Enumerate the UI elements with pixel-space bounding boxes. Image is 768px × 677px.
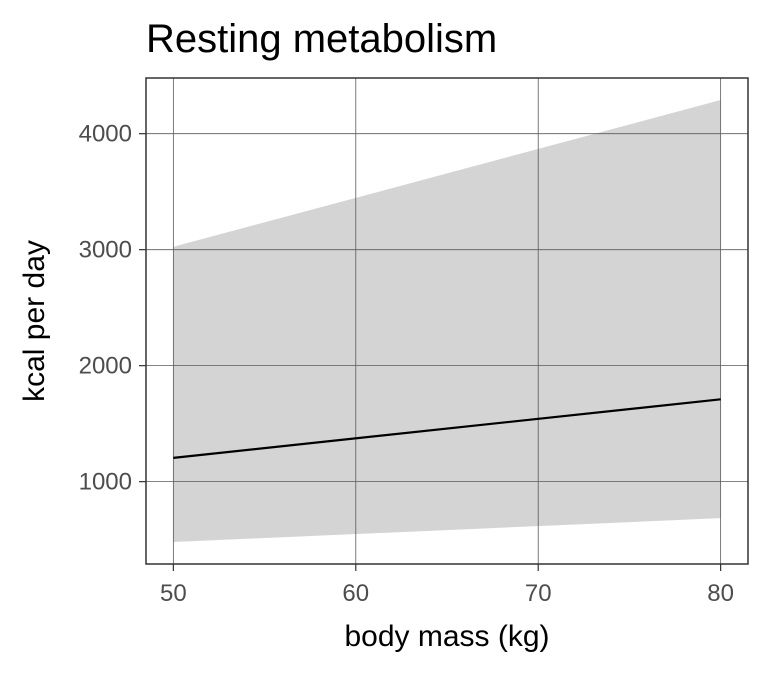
fit-line <box>173 398 721 459</box>
plot-panel <box>145 77 749 565</box>
x-axis: 50 60 70 80 <box>160 564 734 607</box>
y-axis: 1000 2000 3000 4000 <box>79 121 146 496</box>
x-tick-label-80: 80 <box>707 580 734 607</box>
chart-title: Resting metabolism <box>146 17 497 61</box>
y-tick-label-1000: 1000 <box>79 469 132 496</box>
panel-border <box>145 77 749 565</box>
x-axis-title: body mass (kg) <box>344 620 549 653</box>
grid-y <box>146 133 748 483</box>
confidence-band <box>173 100 721 542</box>
y-axis-title: kcal per day <box>18 240 51 402</box>
y-tick-label-3000: 3000 <box>79 237 132 264</box>
x-tick-label-60: 60 <box>342 580 369 607</box>
y-tick-label-2000: 2000 <box>79 353 132 380</box>
grid-x <box>172 78 722 564</box>
x-tick-label-50: 50 <box>160 580 187 607</box>
x-tick-label-70: 70 <box>525 580 552 607</box>
y-tick-label-4000: 4000 <box>79 121 132 148</box>
